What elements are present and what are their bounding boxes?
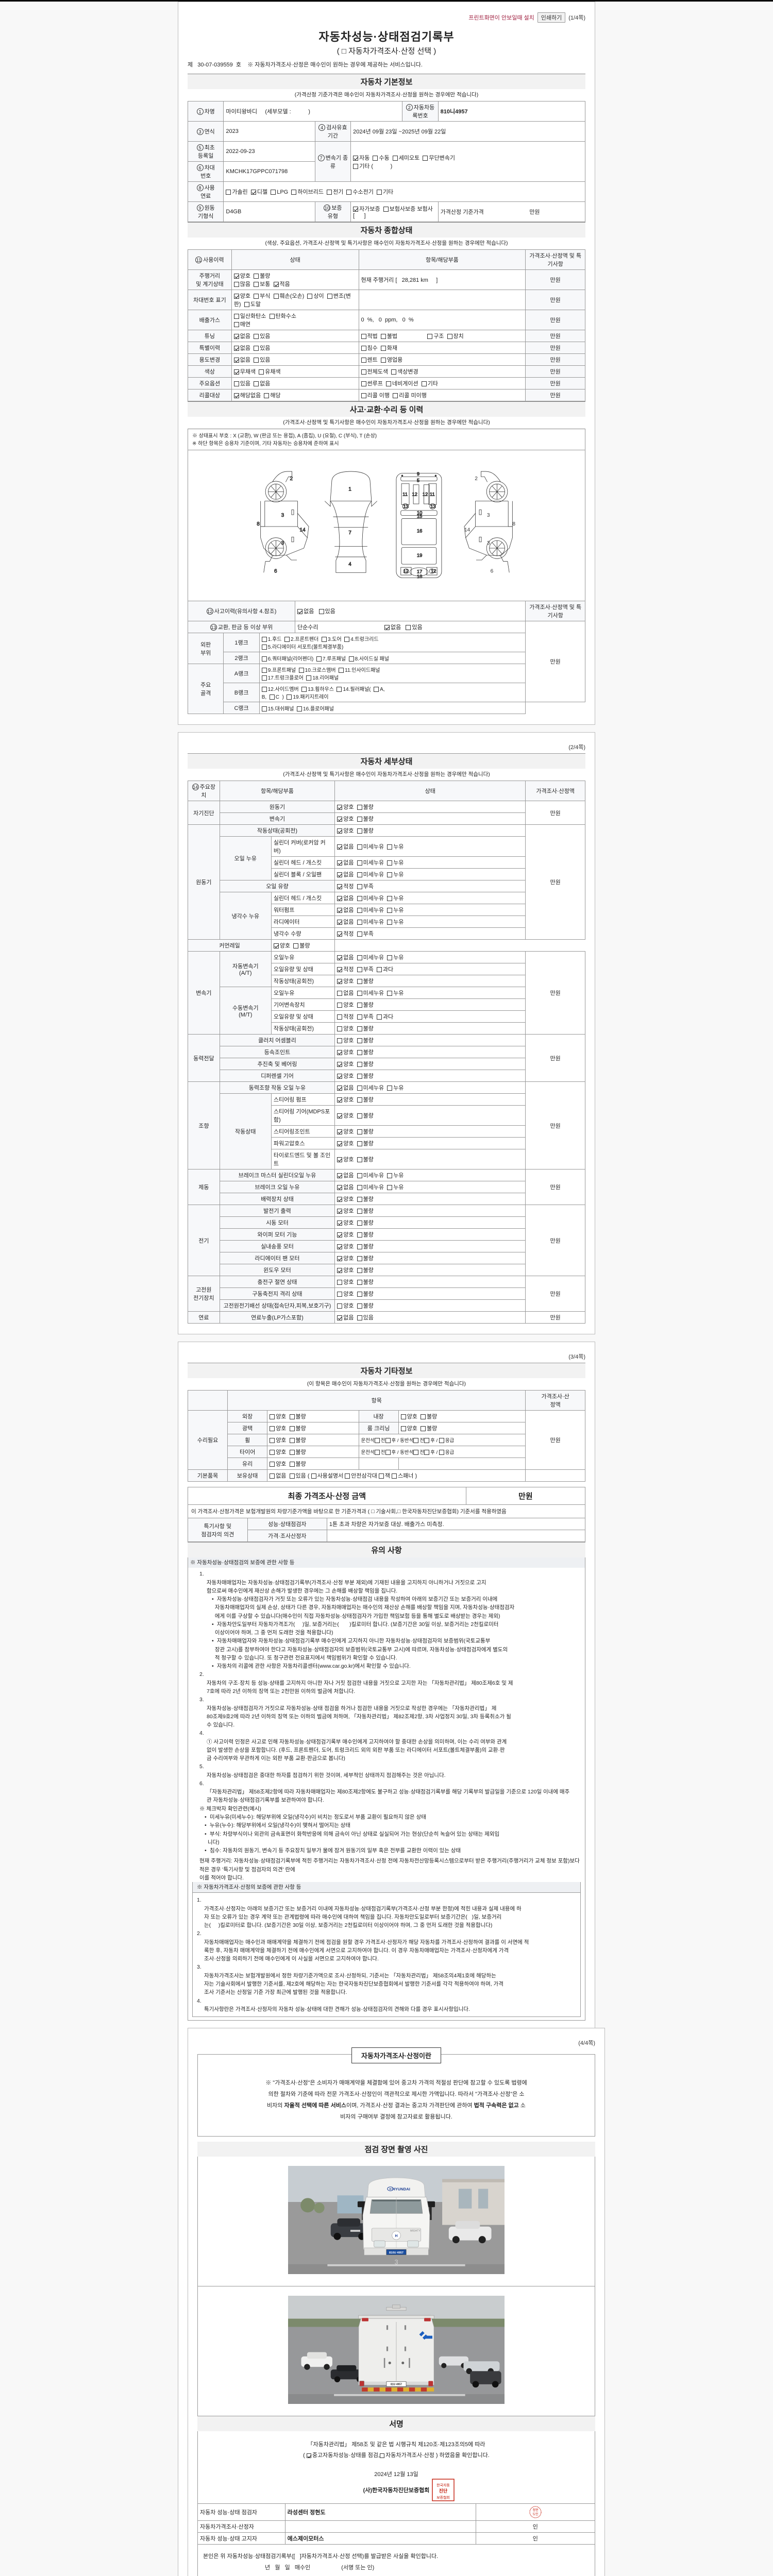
svg-text:5: 5 [417, 478, 419, 483]
svg-text:3: 3 [487, 540, 490, 546]
svg-text:정현: 정현 [532, 2508, 538, 2512]
svg-text:6: 6 [491, 568, 494, 574]
svg-text:3: 3 [281, 513, 284, 518]
svg-text:11: 11 [430, 492, 435, 497]
svg-text:도인: 도인 [532, 2513, 538, 2516]
svg-text:HYUNDAI: HYUNDAI [392, 2187, 410, 2192]
svg-text:15: 15 [417, 514, 423, 519]
svg-text:11: 11 [402, 492, 408, 497]
svg-text:13: 13 [403, 504, 409, 510]
svg-text:1: 1 [348, 486, 351, 492]
svg-text:12: 12 [403, 568, 409, 574]
svg-text:2: 2 [475, 476, 478, 482]
svg-text:19: 19 [417, 553, 423, 558]
svg-text:81U 4957: 81U 4957 [391, 2383, 402, 2386]
svg-text:14: 14 [299, 528, 306, 533]
svg-text:H: H [395, 2234, 397, 2238]
svg-text:9: 9 [417, 471, 419, 477]
svg-text:6: 6 [274, 568, 277, 574]
svg-text:보증협회: 보증협회 [436, 2495, 450, 2500]
svg-text:8: 8 [257, 521, 260, 527]
svg-text:12: 12 [423, 492, 428, 497]
svg-text:8: 8 [512, 521, 515, 527]
svg-text:16: 16 [417, 529, 423, 534]
svg-text:7: 7 [348, 530, 351, 536]
svg-text:3: 3 [487, 513, 490, 518]
svg-text:810U 4957: 810U 4957 [389, 2251, 404, 2255]
svg-text:3: 3 [281, 540, 284, 546]
svg-text:H: H [389, 2188, 391, 2191]
svg-text:18: 18 [417, 574, 423, 580]
svg-text:4: 4 [348, 562, 351, 567]
svg-text:3: 3 [394, 2258, 398, 2266]
svg-text:13: 13 [430, 504, 436, 510]
svg-text:2: 2 [290, 476, 293, 482]
svg-text:한국자동: 한국자동 [436, 2483, 450, 2487]
svg-text:14: 14 [464, 528, 470, 533]
svg-text:MIGHTY: MIGHTY [410, 2229, 421, 2232]
svg-text:진단: 진단 [439, 2488, 448, 2494]
svg-text:12: 12 [412, 492, 417, 497]
svg-text:12: 12 [431, 568, 436, 574]
